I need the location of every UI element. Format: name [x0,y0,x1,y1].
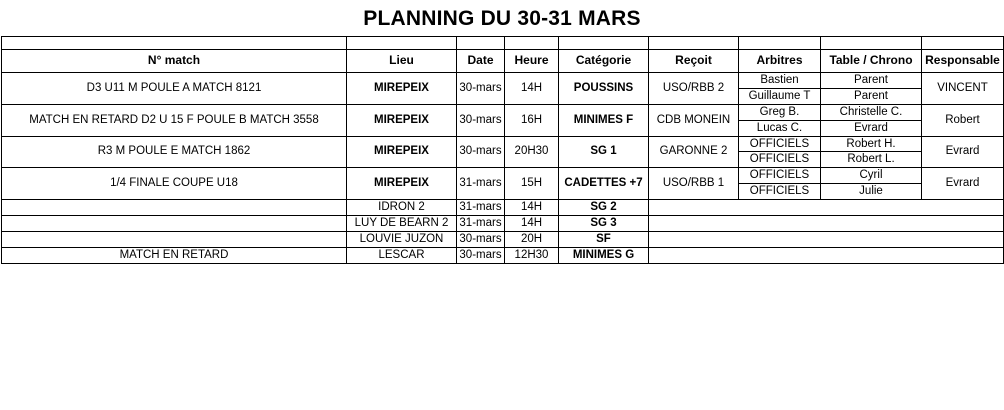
cell-recoit: CDB MONEIN [648,103,739,137]
cell-lieu: IDRON 2 [346,199,457,216]
spacer-cell-6 [738,36,821,50]
table-row: 1/4 FINALE COUPE U18 MIREPEIX 31-mars 15H CA… [1,167,1004,200]
column-header-responsable: Responsable [921,49,1004,73]
cell-lieu: MIREPEIX [346,167,457,200]
cell-categorie: SG 3 [558,214,649,232]
cell-heure: 20H [504,230,559,248]
spacer-cell-4 [558,36,649,50]
cell-match: MATCH EN RETARD D2 U 15 F POULE B MATCH … [1,103,347,137]
cell-arbitre-1: OFFICIELS [738,135,821,153]
cell-categorie: SG 2 [558,199,649,216]
cell-categorie: MINIMES F [558,103,649,137]
table-row: MATCH EN RETARD D2 U 15 F POULE B MATCH … [1,103,1004,137]
cell-table-chrono-2: Julie [820,183,922,200]
cell-heure: 15H [504,167,559,200]
cell-recoit: USO/RBB 2 [648,72,739,105]
column-header-recoit: Reçoit [648,49,739,73]
cell-categorie: POUSSINS [558,72,649,105]
cell-table-chrono-1: Cyril [820,167,922,185]
cell-arbitre-2: OFFICIELS [738,183,821,200]
cell-empty-officials [648,214,1004,232]
cell-date: 30-mars [456,135,505,169]
cell-heure: 14H [504,72,559,105]
cell-lieu: LESCAR [346,246,457,264]
page-title: PLANNING DU 30-31 MARS [363,6,641,30]
cell-recoit: USO/RBB 1 [648,167,739,200]
table-spacer-row [1,36,1004,50]
table-row: R3 M POULE E MATCH 1862 MIREPEIX 30-mars 20… [1,135,1004,169]
column-header-arbitres: Arbitres [738,49,821,73]
cell-date: 30-mars [456,103,505,137]
cell-responsable: VINCENT [921,72,1004,105]
cell-date: 31-mars [456,214,505,232]
spacer-cell-1 [346,36,457,50]
cell-arbitre-1: Greg B. [738,103,821,121]
cell-lieu: MIREPEIX [346,72,457,105]
cell-date: 30-mars [456,72,505,105]
spacer-cell-0 [1,36,347,50]
planning-table: N° match Lieu Date Heure Catégorie Reçoit Arbi… [1,36,1004,264]
column-header-table-chrono: Table / Chrono [820,49,922,73]
cell-responsable: Evrard [921,167,1004,200]
cell-date: 31-mars [456,199,505,216]
document-title-bar: PLANNING DU 30-31 MARS [0,0,1004,36]
cell-responsable: Robert [921,103,1004,137]
column-header-heure: Heure [504,49,559,73]
cell-match: 1/4 FINALE COUPE U18 [1,167,347,200]
cell-heure: 20H30 [504,135,559,169]
column-header-n-match: N° match [1,49,347,73]
cell-heure: 14H [504,199,559,216]
cell-lieu: MIREPEIX [346,103,457,137]
cell-table-chrono-1: Parent [820,72,922,89]
column-header-date: Date [456,49,505,73]
table-header-row: N° match Lieu Date Heure Catégorie Reçoit Arbi… [1,49,1004,73]
cell-empty-officials [648,230,1004,248]
cell-date: 30-mars [456,230,505,248]
cell-lieu: LUY DE BEARN 2 [346,214,457,232]
cell-arbitre-1: Bastien [738,72,821,89]
cell-arbitre-2: Guillaume T [738,87,821,105]
cell-categorie: SF [558,230,649,248]
column-header-categorie: Catégorie [558,49,649,73]
cell-table-chrono-1: Christelle C. [820,103,922,121]
cell-date: 30-mars [456,246,505,264]
cell-heure: 12H30 [504,246,559,264]
cell-match [1,199,347,216]
column-header-lieu: Lieu [346,49,457,73]
table-row-sub: OFFICIELS Robert L. [2,151,1004,169]
cell-empty-officials [648,246,1004,264]
cell-empty-officials [648,199,1004,216]
cell-lieu: LOUVIE JUZON [346,230,457,248]
cell-categorie: CADETTES +7 [558,167,649,200]
cell-match: R3 M POULE E MATCH 1862 [1,135,347,169]
cell-arbitre-2: Lucas C. [738,119,821,137]
cell-arbitre-1: OFFICIELS [738,167,821,185]
cell-match: D3 U11 M POULE A MATCH 8121 [1,72,347,105]
cell-lieu: MIREPEIX [346,135,457,169]
cell-table-chrono-2: Evrard [820,119,922,137]
cell-table-chrono-2: Robert L. [820,151,922,169]
cell-match: MATCH EN RETARD [1,246,347,264]
table-row: D3 U11 M POULE A MATCH 8121 MIREPEIX 30-ma… [1,72,1004,105]
cell-date: 31-mars [456,167,505,200]
cell-table-chrono-2: Parent [820,87,922,105]
cell-recoit: GARONNE 2 [648,135,739,169]
spacer-cell-3 [504,36,559,50]
cell-heure: 16H [504,103,559,137]
spacer-cell-8 [921,36,1004,50]
cell-match [1,214,347,232]
cell-categorie: SG 1 [558,135,649,169]
cell-arbitre-2: OFFICIELS [738,151,821,169]
spacer-cell-2 [456,36,505,50]
cell-categorie: MINIMES G [558,246,649,264]
cell-heure: 14H [504,214,559,232]
cell-match [1,230,347,248]
cell-table-chrono-1: Robert H. [820,135,922,153]
spacer-cell-7 [820,36,922,50]
cell-responsable: Evrard [921,135,1004,169]
spacer-cell-5 [648,36,739,50]
